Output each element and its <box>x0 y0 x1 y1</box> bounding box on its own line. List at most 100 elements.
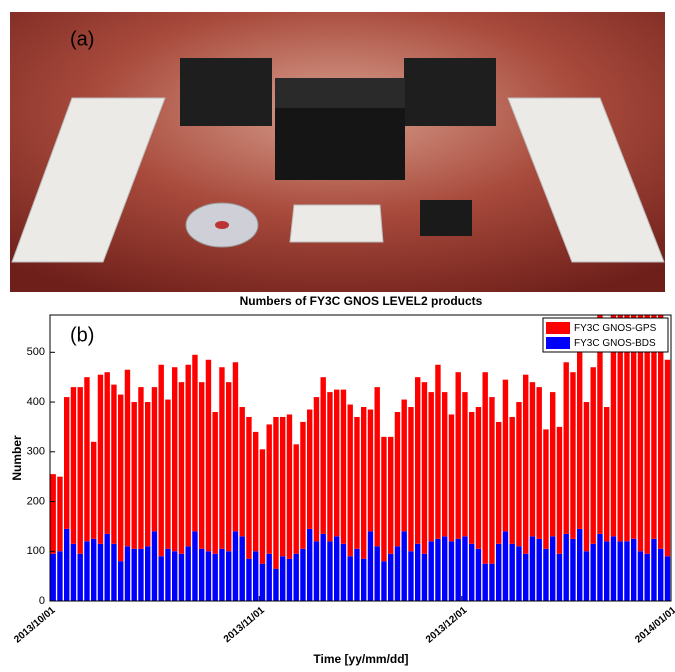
bar-segment <box>165 549 170 601</box>
bar-segment <box>408 551 413 601</box>
bar-segment <box>172 551 177 601</box>
bar-segment <box>91 539 96 601</box>
bar-segment <box>152 531 157 601</box>
bar-segment <box>354 549 359 601</box>
bar-segment <box>591 544 596 601</box>
x-tick-label: 2014/01/01 <box>633 605 675 646</box>
legend-swatch <box>546 337 570 349</box>
bar-segment <box>213 554 218 601</box>
bar-segment <box>111 544 116 601</box>
bar-segment <box>327 392 332 541</box>
bar-segment <box>78 554 83 601</box>
bar-segment <box>267 554 272 601</box>
bar-segment <box>597 534 602 601</box>
bar-segment <box>469 544 474 601</box>
bar-segment <box>523 375 528 554</box>
box <box>180 58 272 126</box>
box <box>275 108 405 180</box>
bar-segment <box>192 531 197 601</box>
bar-segment <box>537 387 542 539</box>
bar-segment <box>253 551 258 601</box>
page: (a) Numbers of FY3C GNOS LEVEL2 products… <box>0 0 675 667</box>
bar-segment <box>138 549 143 601</box>
bar-segment <box>57 551 62 601</box>
bar-segment <box>51 554 56 601</box>
bar-segment <box>557 427 562 554</box>
bar-segment <box>145 402 150 546</box>
bar-segment <box>543 549 548 601</box>
bar-segment <box>84 377 89 541</box>
y-tick-label: 400 <box>27 396 45 408</box>
bar-segment <box>98 544 103 601</box>
bar-segment <box>226 382 231 551</box>
bar-segment <box>172 367 177 551</box>
bar-segment <box>489 564 494 601</box>
bar-segment <box>381 437 386 561</box>
y-tick-label: 0 <box>39 595 45 607</box>
chart-title: Numbers of FY3C GNOS LEVEL2 products <box>240 294 483 308</box>
bar-segment <box>348 405 353 557</box>
bar-segment <box>645 554 650 601</box>
bar-segment <box>442 536 447 601</box>
bar-segment <box>375 546 380 601</box>
bar-segment <box>429 541 434 601</box>
bar-segment <box>429 392 434 541</box>
bar-segment <box>408 407 413 551</box>
legend-label: FY3C GNOS-GPS <box>574 323 657 334</box>
bar-segment <box>651 539 656 601</box>
bar-segment <box>125 370 130 547</box>
y-tick-label: 200 <box>27 495 45 507</box>
bar-segment <box>422 554 427 601</box>
bar-segment <box>111 385 116 544</box>
bar-segment <box>618 541 623 601</box>
x-tick-label: 2013/10/01 <box>12 605 58 646</box>
bar-segment <box>206 551 211 601</box>
bar-segment <box>138 387 143 549</box>
bar-segment <box>321 377 326 534</box>
y-tick-label: 300 <box>27 446 45 458</box>
bar-segment <box>550 536 555 601</box>
bar-segment <box>91 442 96 539</box>
bar-segment <box>253 432 258 551</box>
bar-segment <box>449 414 454 541</box>
bar-segment <box>665 360 670 556</box>
bar-segment <box>510 544 515 601</box>
bar-segment <box>260 449 265 563</box>
bar-segment <box>280 417 285 556</box>
bar-segment <box>402 531 407 601</box>
bar-segment <box>476 549 481 601</box>
bar-segment <box>273 569 278 601</box>
bar-segment <box>354 417 359 549</box>
bar-segment <box>530 382 535 536</box>
bar-segment <box>294 444 299 553</box>
bar-segment <box>118 395 123 562</box>
bar-segment <box>132 402 137 549</box>
bar-segment <box>395 412 400 546</box>
bar-segment <box>503 380 508 532</box>
bar-segment <box>604 541 609 601</box>
bar-segment <box>543 429 548 548</box>
bar-segment <box>584 402 589 551</box>
bar-segment <box>240 536 245 601</box>
bar-segment <box>570 539 575 601</box>
bar-segment <box>307 410 312 529</box>
bar-segment <box>503 531 508 601</box>
bar-segment <box>388 554 393 601</box>
bar-segment <box>395 546 400 601</box>
box <box>404 58 496 126</box>
x-tick-label: 2013/12/01 <box>424 605 470 646</box>
legend-label: FY3C GNOS-BDS <box>574 338 656 349</box>
bar-segment <box>57 477 62 552</box>
bar-segment <box>469 412 474 544</box>
bar-segment <box>631 539 636 601</box>
bar-segment <box>199 549 204 601</box>
bar-segment <box>361 407 366 559</box>
bar-segment <box>415 377 420 544</box>
bar-segment <box>570 372 575 539</box>
y-tick-label: 100 <box>27 545 45 557</box>
bar-segment <box>159 365 164 556</box>
bar-segment <box>71 544 76 601</box>
bar-segment <box>71 387 76 544</box>
bar-segment <box>64 397 69 529</box>
bar-segment <box>314 397 319 541</box>
